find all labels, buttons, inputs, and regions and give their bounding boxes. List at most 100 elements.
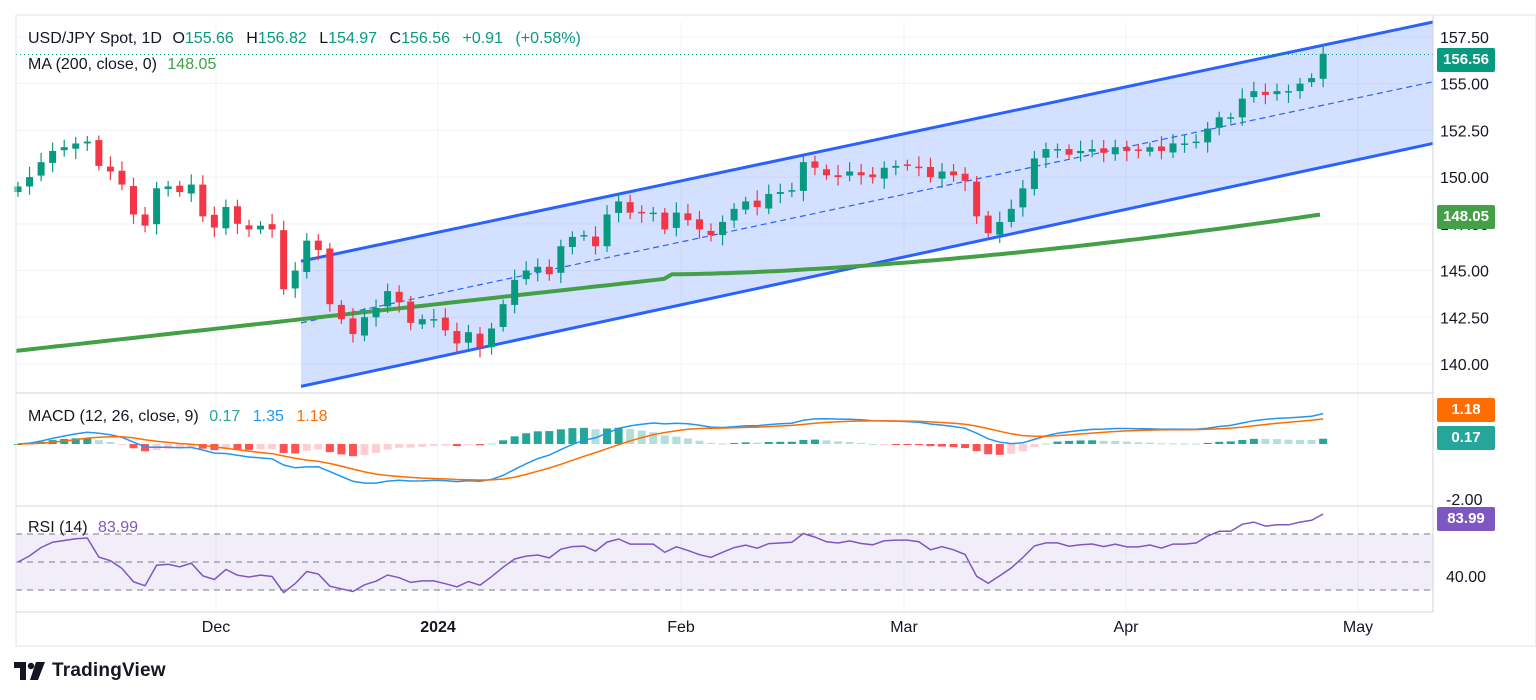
macd-histogram-bar [1145, 442, 1154, 444]
candle [1007, 199, 1015, 228]
candle-body [973, 181, 981, 217]
candle [545, 259, 553, 281]
macd-line-value: 1.35 [252, 408, 284, 425]
macd-histogram-bar [383, 444, 392, 450]
candle [210, 206, 218, 237]
candle [511, 269, 519, 314]
candle-body [1100, 148, 1108, 153]
channel-upper-line [300, 20, 1434, 263]
time-axis-label: Mar [890, 619, 918, 636]
candle [1030, 150, 1038, 196]
tradingview-logo[interactable]: TradingView [14, 660, 166, 682]
macd-histogram-bar [1180, 443, 1189, 445]
candle-body [915, 166, 923, 169]
candle-body [1134, 149, 1142, 151]
candle-body [245, 225, 253, 230]
candle-body [1042, 149, 1050, 158]
macd-histogram-bar [626, 429, 635, 444]
candle-body [592, 236, 599, 247]
macd-histogram-bar [348, 444, 357, 457]
candle [1146, 142, 1154, 157]
candle [776, 183, 784, 204]
candle-body [545, 266, 553, 275]
macd-histogram-bar [372, 444, 381, 453]
macd-histogram-bar [776, 441, 785, 444]
macd-histogram-bar [1076, 440, 1085, 444]
candle-body [257, 225, 265, 230]
candle [649, 207, 657, 222]
candle [1261, 83, 1269, 105]
time-axis-label: Dec [202, 619, 230, 636]
candle-body [1181, 143, 1189, 145]
candle [857, 163, 865, 185]
close-label: C [389, 30, 402, 47]
rsi-axis-label: 40.00 [1446, 569, 1486, 586]
candle [1296, 78, 1304, 99]
candle-body [37, 162, 45, 176]
candle-body [1204, 128, 1212, 143]
candle [488, 322, 496, 355]
candle [568, 231, 576, 255]
candle-body [603, 214, 611, 247]
macd-histogram-bar [1007, 444, 1016, 454]
macd-histogram-bar [683, 438, 692, 444]
candle-body [776, 192, 784, 194]
candle-body [453, 331, 461, 344]
candle-body [291, 270, 299, 289]
candle [1134, 143, 1142, 159]
candle [26, 166, 34, 195]
macd-histogram-bar [741, 442, 750, 444]
candle [280, 220, 288, 295]
candle [661, 207, 669, 235]
candle-body [823, 169, 830, 176]
candle [961, 167, 969, 192]
macd-histogram-bar [1041, 443, 1050, 445]
candle-body [811, 161, 819, 168]
candle [106, 156, 114, 180]
macd-histogram-bar [660, 435, 669, 444]
candle [984, 210, 992, 238]
macd-histogram-bar [452, 444, 461, 447]
candle-body [615, 201, 623, 213]
macd-histogram-bar [857, 442, 866, 444]
open-value: 155.66 [184, 30, 234, 47]
macd-histogram-bar [1215, 441, 1224, 444]
candle [799, 155, 807, 202]
macd-histogram-bar [302, 444, 311, 451]
macd-histogram-bar [175, 444, 184, 449]
candle [349, 308, 357, 343]
candle-body [1296, 83, 1304, 92]
candle [1054, 143, 1061, 159]
candle-body [880, 167, 888, 179]
candle-body [1146, 147, 1154, 152]
macd-histogram-bar [730, 443, 739, 445]
candle-body [164, 186, 172, 190]
rsi-legend-value: 83.99 [98, 519, 139, 536]
macd-label: MACD (12, 26, close, 9) [28, 408, 199, 425]
tradingview-brand: TradingView [52, 660, 166, 681]
candle [372, 299, 380, 327]
candle [60, 139, 68, 157]
candle [1308, 73, 1316, 87]
candle-body [72, 143, 80, 149]
candle-body [719, 221, 727, 236]
macd-histogram-bar [233, 444, 242, 450]
macd-histogram-bar [1226, 441, 1235, 444]
candle-body [83, 141, 91, 144]
chart-frame [15, 14, 1536, 647]
candle [1273, 83, 1281, 101]
macd-histogram-bar [164, 444, 173, 449]
ma-value: 148.05 [167, 56, 217, 73]
candle [938, 163, 946, 188]
macd-histogram-bar [1099, 440, 1108, 444]
candle-body [441, 317, 449, 331]
axes: 157.50155.00152.50150.00147.50145.00142.… [15, 14, 1536, 647]
ma-legend: MA (200, close, 0) 148.05 [28, 56, 216, 74]
macd-histogram-bar [406, 444, 415, 448]
candle-body [153, 188, 161, 225]
rsi-tag: 83.99 [1437, 507, 1495, 531]
candle-body [511, 279, 519, 305]
candle-body [268, 224, 276, 230]
candle-body [568, 236, 576, 247]
